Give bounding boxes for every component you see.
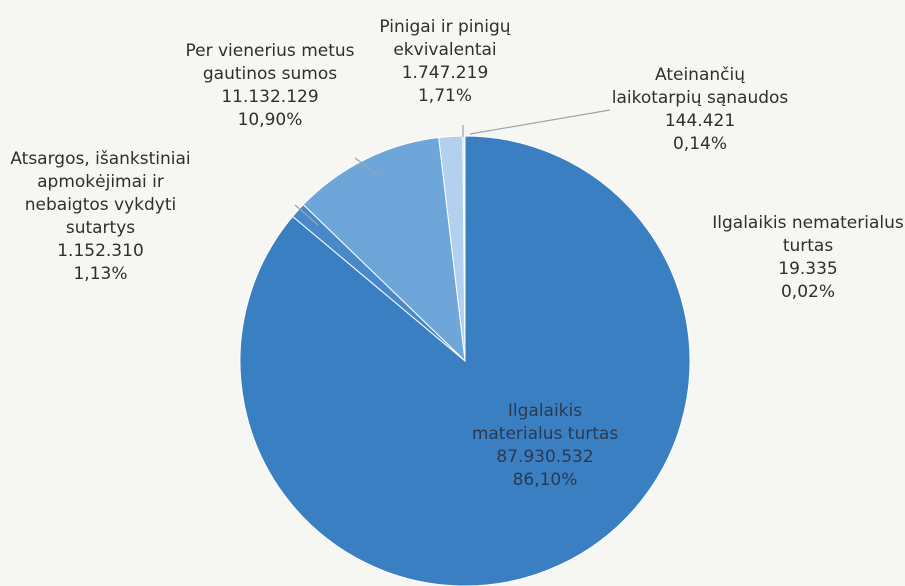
- value-label: 11.132.129: [221, 87, 319, 107]
- slice-label: Ateinančių laikotarpių sąnaudos 144.421 …: [610, 64, 790, 156]
- slice-label: Ilgalaikis nematerialus turtas 19.335 0,…: [708, 212, 905, 304]
- percent-label: 0,14%: [672, 134, 727, 154]
- percent-label: 86,10%: [512, 470, 578, 490]
- category-label: Atsargos, išankstiniai apmokėjimai ir ne…: [10, 149, 191, 238]
- category-label: Ilgalaikis materialus turtas: [471, 401, 619, 444]
- category-label: Per vienerius metus gautinos sumos: [185, 41, 355, 84]
- value-label: 1.747.219: [401, 63, 489, 83]
- pie-slice: [302, 136, 466, 363]
- category-label: Ateinančių laikotarpių sąnaudos: [611, 65, 789, 108]
- percent-label: 0,02%: [780, 282, 835, 302]
- value-label: 19.335: [778, 259, 838, 279]
- slice-label: Pinigai ir pinigų ekvivalentai 1.747.219…: [370, 16, 520, 108]
- percent-label: 1,71%: [417, 86, 472, 106]
- slice-label: Atsargos, išankstiniai apmokėjimai ir ne…: [8, 148, 193, 286]
- slice-label: Ilgalaikis materialus turtas 87.930.532 …: [465, 400, 625, 492]
- value-label: 87.930.532: [496, 447, 594, 467]
- slice-label: Per vienerius metus gautinos sumos 11.13…: [170, 40, 370, 132]
- leader-line: [354, 157, 379, 176]
- value-label: 144.421: [664, 111, 736, 131]
- percent-label: 10,90%: [237, 110, 303, 130]
- value-label: 1.152.310: [57, 241, 144, 261]
- pie-slice: [239, 135, 691, 586]
- category-label: Pinigai ir pinigų ekvivalentai: [379, 17, 511, 60]
- percent-label: 1,13%: [73, 264, 128, 284]
- leader-line: [294, 204, 319, 226]
- leader-line: [469, 109, 611, 135]
- category-label: Ilgalaikis nematerialus turtas: [712, 213, 904, 256]
